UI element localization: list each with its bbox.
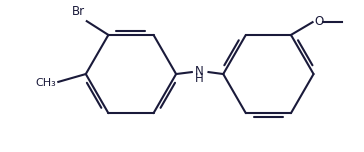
Text: CH₃: CH₃ xyxy=(36,78,56,88)
Text: Br: Br xyxy=(72,5,85,18)
Text: O: O xyxy=(314,15,324,28)
Text: H: H xyxy=(195,73,204,85)
Text: N: N xyxy=(195,65,204,78)
